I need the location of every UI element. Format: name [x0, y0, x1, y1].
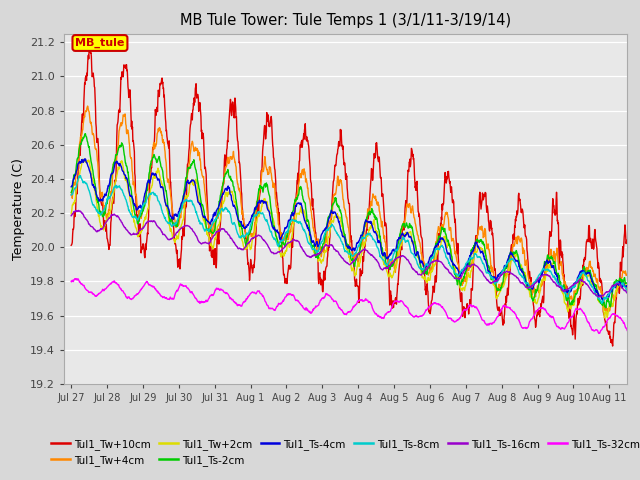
Tul1_Ts-32cm [71, 276, 79, 282]
Tul1_Tw+2cm [228, 190, 236, 195]
Tul1_Ts-8cm [228, 220, 236, 226]
Tul1_Tw+10cm [278, 255, 286, 261]
Tul1_Ts-4cm [488, 275, 496, 281]
Tul1_Ts-16cm [168, 236, 175, 242]
Tul1_Ts-32cm [228, 297, 236, 303]
Tul1_Ts-16cm [228, 236, 236, 242]
Tul1_Ts-16cm [488, 280, 496, 286]
Tul1_Ts-32cm [67, 278, 75, 284]
Tul1_Ts-8cm [488, 275, 496, 280]
Tul1_Ts-32cm [168, 296, 175, 302]
Tul1_Tw+4cm [623, 272, 631, 277]
Tul1_Tw+2cm [550, 264, 557, 269]
Tul1_Ts-8cm [178, 206, 186, 212]
Tul1_Ts-4cm [278, 232, 286, 238]
Tul1_Ts-2cm [550, 261, 557, 266]
Tul1_Ts-32cm [550, 316, 557, 322]
Tul1_Ts-16cm [550, 279, 557, 285]
Tul1_Ts-8cm [598, 300, 605, 306]
Tul1_Ts-32cm [595, 331, 603, 336]
Tul1_Ts-2cm [602, 305, 610, 311]
Line: Tul1_Tw+4cm: Tul1_Tw+4cm [71, 106, 627, 312]
Tul1_Ts-2cm [623, 280, 631, 286]
Tul1_Ts-2cm [228, 179, 236, 184]
Tul1_Tw+4cm [550, 249, 557, 254]
Tul1_Ts-4cm [228, 198, 236, 204]
Tul1_Tw+10cm [609, 343, 616, 349]
Tul1_Tw+2cm [178, 221, 186, 227]
Tul1_Ts-2cm [488, 276, 496, 281]
Tul1_Tw+4cm [178, 206, 186, 212]
Line: Tul1_Ts-8cm: Tul1_Ts-8cm [71, 176, 627, 303]
Tul1_Ts-2cm [278, 240, 286, 245]
Tul1_Ts-2cm [81, 131, 89, 136]
Text: MB_tule: MB_tule [76, 38, 125, 48]
Tul1_Ts-32cm [178, 282, 186, 288]
Line: Tul1_Ts-4cm: Tul1_Ts-4cm [71, 159, 627, 302]
Tul1_Ts-8cm [77, 173, 84, 179]
Tul1_Ts-4cm [81, 156, 89, 162]
Tul1_Ts-4cm [67, 184, 75, 190]
Tul1_Ts-16cm [278, 246, 286, 252]
Tul1_Ts-4cm [178, 200, 186, 206]
Tul1_Tw+4cm [84, 103, 92, 109]
Tul1_Ts-32cm [278, 299, 286, 304]
Tul1_Ts-4cm [168, 215, 175, 220]
Tul1_Tw+10cm [623, 237, 631, 243]
Tul1_Ts-16cm [595, 294, 602, 300]
Y-axis label: Temperature (C): Temperature (C) [12, 158, 24, 260]
Title: MB Tule Tower: Tule Temps 1 (3/1/11-3/19/14): MB Tule Tower: Tule Temps 1 (3/1/11-3/19… [180, 13, 511, 28]
Tul1_Ts-16cm [623, 290, 631, 296]
Tul1_Ts-2cm [168, 216, 175, 222]
Tul1_Tw+10cm [178, 234, 186, 240]
Tul1_Ts-8cm [168, 223, 175, 229]
Tul1_Tw+10cm [67, 242, 75, 248]
Tul1_Tw+4cm [278, 235, 286, 241]
Legend: Tul1_Tw+10cm, Tul1_Tw+4cm, Tul1_Tw+2cm, Tul1_Ts-2cm, Tul1_Ts-4cm, Tul1_Ts-8cm, T: Tul1_Tw+10cm, Tul1_Tw+4cm, Tul1_Tw+2cm, … [47, 435, 640, 470]
Tul1_Tw+4cm [488, 264, 496, 270]
Tul1_Tw+10cm [168, 193, 175, 199]
Tul1_Tw+2cm [168, 229, 175, 235]
Tul1_Tw+4cm [67, 192, 75, 198]
Tul1_Ts-32cm [488, 321, 496, 326]
Tul1_Tw+10cm [488, 232, 496, 238]
Tul1_Tw+2cm [600, 315, 608, 321]
Tul1_Ts-8cm [278, 237, 286, 243]
Tul1_Tw+4cm [228, 156, 236, 162]
Tul1_Ts-8cm [67, 192, 75, 198]
Tul1_Tw+2cm [488, 277, 496, 283]
Tul1_Tw+10cm [550, 203, 557, 209]
Tul1_Tw+2cm [623, 287, 631, 293]
Tul1_Ts-2cm [67, 190, 75, 195]
Line: Tul1_Ts-2cm: Tul1_Ts-2cm [71, 133, 627, 308]
Tul1_Tw+10cm [228, 107, 236, 113]
Tul1_Ts-8cm [623, 288, 631, 294]
Tul1_Ts-16cm [67, 213, 75, 218]
Line: Tul1_Tw+10cm: Tul1_Tw+10cm [71, 45, 627, 346]
Tul1_Ts-8cm [550, 274, 557, 280]
Line: Tul1_Tw+2cm: Tul1_Tw+2cm [71, 159, 627, 318]
Tul1_Tw+2cm [278, 251, 286, 256]
Line: Tul1_Ts-16cm: Tul1_Ts-16cm [71, 210, 627, 297]
Tul1_Ts-16cm [178, 225, 186, 231]
Tul1_Tw+10cm [86, 42, 93, 48]
Tul1_Tw+2cm [67, 211, 75, 216]
Tul1_Tw+4cm [604, 309, 612, 315]
Line: Tul1_Ts-32cm: Tul1_Ts-32cm [71, 279, 627, 334]
Tul1_Ts-16cm [74, 207, 82, 213]
Tul1_Ts-4cm [600, 299, 607, 305]
Tul1_Ts-4cm [623, 284, 631, 290]
Tul1_Ts-32cm [623, 327, 631, 333]
Tul1_Ts-2cm [178, 202, 186, 207]
Tul1_Tw+2cm [79, 156, 86, 162]
Tul1_Tw+4cm [168, 199, 175, 205]
Tul1_Ts-4cm [550, 265, 557, 271]
